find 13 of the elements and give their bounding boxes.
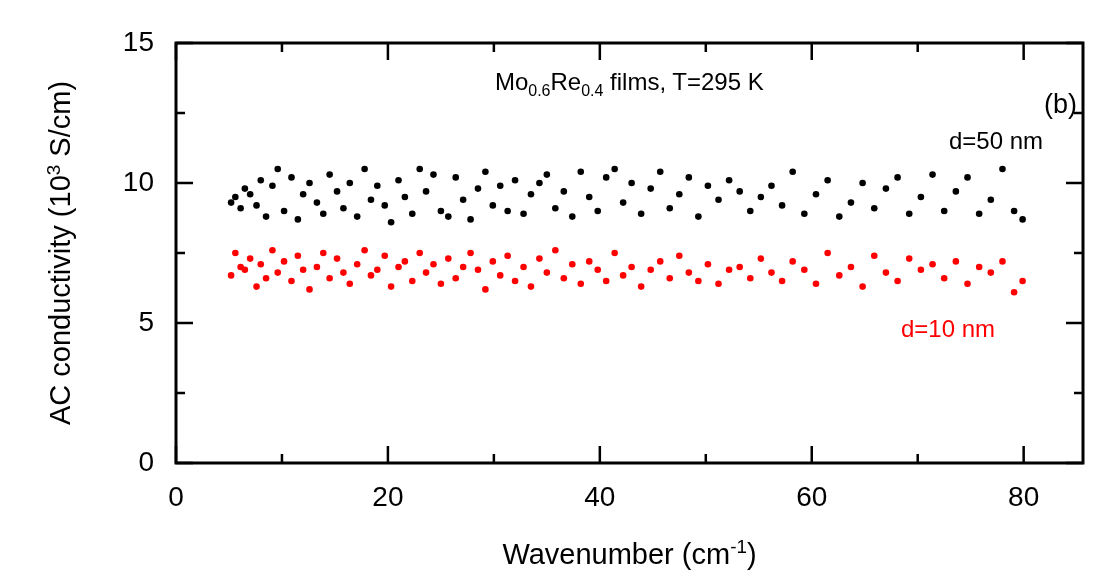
series-label: d=10 nm <box>900 315 996 343</box>
x-axis-title: Wavenumber (cm$^{-1}$) <box>501 536 758 570</box>
y-tick-label: 15 <box>122 25 154 57</box>
y-tick-label: 0 <box>138 445 154 477</box>
x-tick-label: 80 <box>1008 480 1040 512</box>
x-tick-label: 40 <box>584 480 616 512</box>
x-tick-label: 60 <box>796 480 828 512</box>
annotation: (b) <box>1044 89 1077 119</box>
x-tick-label: 0 <box>168 480 184 512</box>
y-tick-label: 5 <box>138 305 154 337</box>
series-label: d=50 nm <box>948 127 1044 154</box>
x-tick-label: 20 <box>372 480 404 512</box>
y-tick-label: 10 <box>122 165 154 197</box>
